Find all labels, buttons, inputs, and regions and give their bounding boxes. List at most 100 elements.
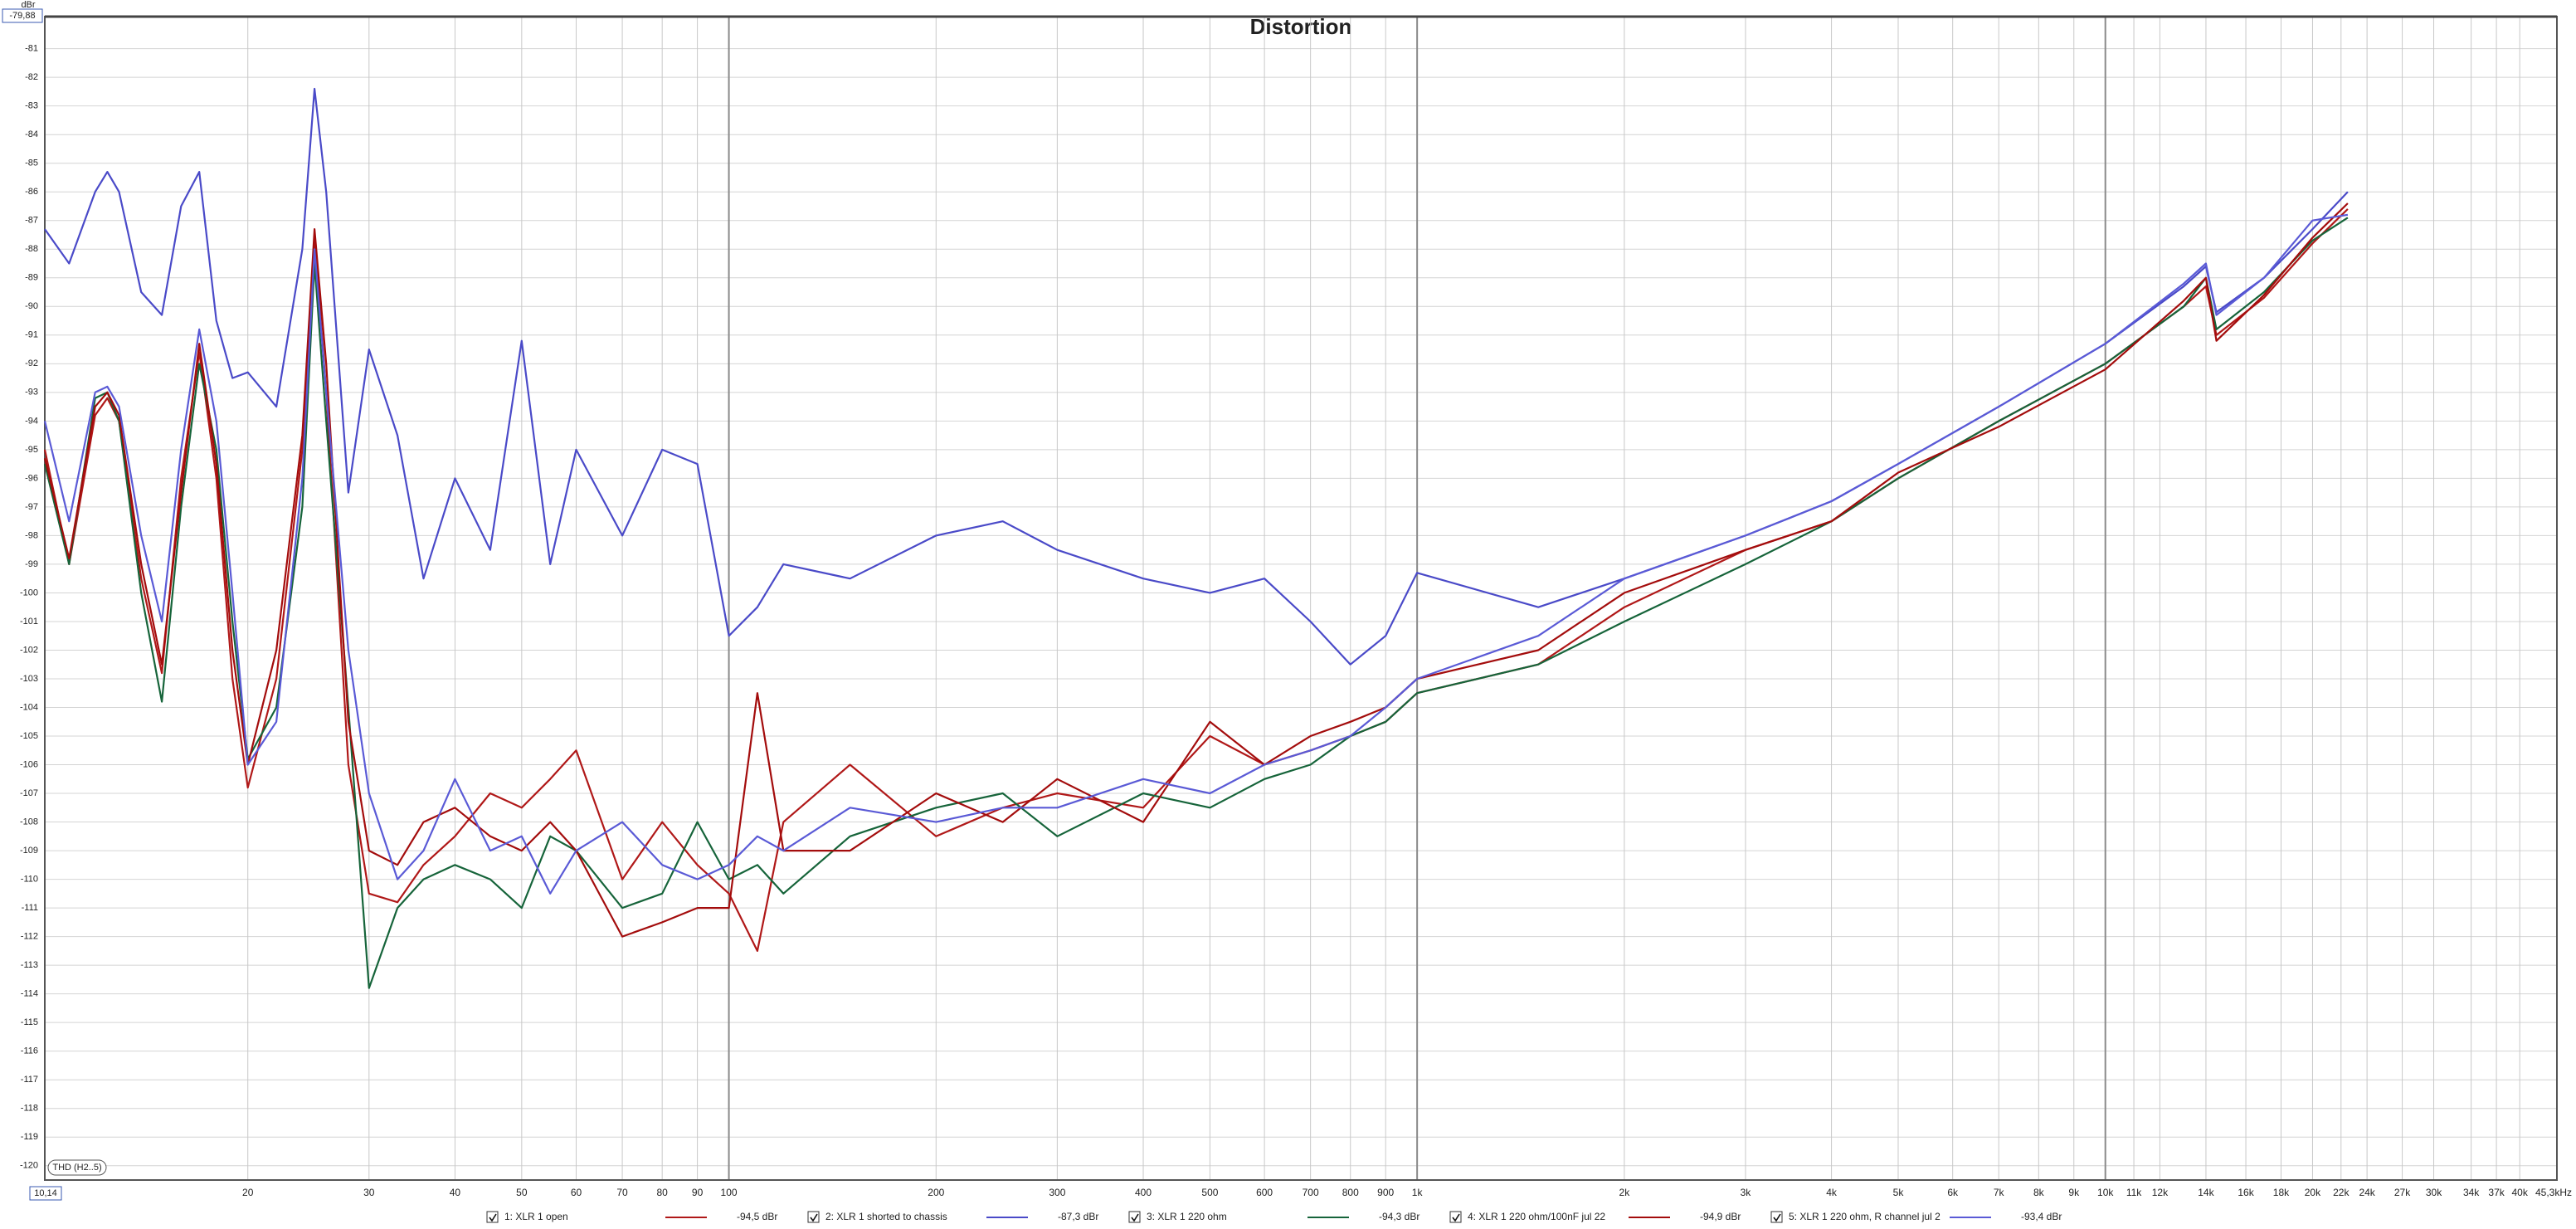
y-tick-label: -105 <box>20 731 38 741</box>
checkmark <box>1452 1213 1460 1222</box>
legend-label: 5: XLR 1 220 ohm, R channel jul 2 <box>1789 1211 1941 1222</box>
x-tick-label: 24k <box>2359 1187 2375 1198</box>
y-tick-label: -108 <box>20 817 38 827</box>
x-tick-label: 100 <box>721 1187 738 1198</box>
legend-label: 1: XLR 1 open <box>504 1211 568 1222</box>
x-tick-label: 30 <box>363 1187 375 1198</box>
y-tick-label: -104 <box>20 702 38 712</box>
x-tick-label: 34k <box>2463 1187 2480 1198</box>
legend-item: 5: XLR 1 220 ohm, R channel jul 2 -93,4 d… <box>1770 1211 2062 1223</box>
y-tick-label: -90 <box>25 301 38 311</box>
y-tick-label: -114 <box>21 989 38 999</box>
legend-checkbox[interactable] <box>807 1211 820 1223</box>
y-tick-label: -91 <box>25 330 38 340</box>
x-tick-label: 8k <box>2033 1187 2045 1198</box>
x-tick-label: 45,3kHz <box>2535 1187 2572 1198</box>
y-tick-label: -82 <box>25 72 38 82</box>
x-tick-label: 200 <box>928 1187 944 1198</box>
checkmark <box>810 1213 818 1222</box>
legend-checkbox[interactable] <box>1449 1211 1462 1223</box>
x-tick-label: 30k <box>2426 1187 2442 1198</box>
x-tick-label: 12k <box>2152 1187 2169 1198</box>
y-tick-label: -112 <box>21 932 38 942</box>
chart-title: Distortion <box>1250 14 1352 39</box>
y-tick-label: -94 <box>25 416 38 426</box>
y-tick-label: -87 <box>25 216 38 226</box>
legend-item: 4: XLR 1 220 ohm/100nF jul 22 -94,9 dBr <box>1449 1211 1741 1223</box>
y-tick-label: -98 <box>25 530 38 540</box>
x-tick-label: 22k <box>2333 1187 2350 1198</box>
x-tick-label: 18k <box>2273 1187 2290 1198</box>
x-tick-label: 900 <box>1377 1187 1394 1198</box>
x-tick-label: 27k <box>2394 1187 2411 1198</box>
x-tick-label: 16k <box>2238 1187 2254 1198</box>
y-tick-label: -83 <box>25 101 38 111</box>
y-limit-box <box>2 8 43 23</box>
y-tick-label: -118 <box>21 1104 38 1114</box>
x-tick-label: 500 <box>1201 1187 1218 1198</box>
x-tick-label: 2k <box>1619 1187 1631 1198</box>
y-tick-label: -100 <box>20 588 38 597</box>
legend-checkbox[interactable] <box>1770 1211 1783 1223</box>
checkmark <box>1773 1213 1781 1222</box>
x-limit-box <box>29 1186 62 1201</box>
x-tick-label: 9k <box>2068 1187 2080 1198</box>
y-tick-label: -107 <box>20 788 38 798</box>
x-tick-label: 400 <box>1135 1187 1152 1198</box>
y-tick-label: -115 <box>21 1017 38 1027</box>
annotation: THD (H2..5) <box>52 1163 101 1173</box>
x-tick-label: 300 <box>1049 1187 1065 1198</box>
y-tick-label: -85 <box>25 159 38 168</box>
y-tick-label: -97 <box>25 502 38 512</box>
x-tick-label: 6k <box>1947 1187 1959 1198</box>
x-tick-label: 20 <box>242 1187 254 1198</box>
checkmark <box>1131 1213 1139 1222</box>
y-tick-label: -109 <box>20 846 38 856</box>
y-tick-label: -96 <box>25 473 38 483</box>
y-tick-label: -111 <box>22 903 38 913</box>
x-tick-label: 5k <box>1893 1187 1905 1198</box>
x-tick-label: 10,14 <box>34 1188 57 1198</box>
y-tick-label: -119 <box>21 1132 38 1142</box>
y-tick-label: -86 <box>25 187 38 197</box>
legend-item: 2: XLR 1 shorted to chassis -87,3 dBr <box>807 1211 1098 1223</box>
y-unit: dBr <box>21 0 35 10</box>
x-tick-label: 60 <box>571 1187 582 1198</box>
x-tick-label: 7k <box>1994 1187 2005 1198</box>
x-tick-label: 10k <box>2097 1187 2114 1198</box>
x-tick-label: 20k <box>2305 1187 2321 1198</box>
legend-label: 4: XLR 1 220 ohm/100nF jul 22 <box>1468 1211 1605 1222</box>
legend-checkbox[interactable] <box>486 1211 499 1223</box>
legend-label: 2: XLR 1 shorted to chassis <box>825 1211 947 1222</box>
x-tick-label: 800 <box>1342 1187 1359 1198</box>
x-tick-label: 40 <box>450 1187 461 1198</box>
checkmark <box>489 1213 497 1222</box>
legend-label: 3: XLR 1 220 ohm <box>1147 1211 1227 1222</box>
y-tick-label: -103 <box>20 674 38 684</box>
y-tick-label: -84 <box>25 129 38 139</box>
x-tick-label: 1k <box>1412 1187 1424 1198</box>
legend-readout: -87,3 dBr <box>1058 1211 1098 1222</box>
x-tick-label: 80 <box>656 1187 668 1198</box>
grid <box>44 16 2558 1180</box>
legend-readout: -94,3 dBr <box>1379 1211 1419 1222</box>
x-tick-label: 70 <box>616 1187 628 1198</box>
series-line <box>43 213 2349 895</box>
y-tick-label: -79,88 <box>9 11 35 21</box>
legend-item: 1: XLR 1 open -94,5 dBr <box>486 1211 777 1223</box>
x-tick-label: 14k <box>2198 1187 2214 1198</box>
y-tick-label: -120 <box>20 1161 38 1171</box>
legend-readout: -94,5 dBr <box>737 1211 777 1222</box>
x-tick-label: 50 <box>516 1187 528 1198</box>
legend-readout: -93,4 dBr <box>2021 1211 2062 1222</box>
legend-checkbox[interactable] <box>1128 1211 1141 1223</box>
y-tick-label: -95 <box>25 445 38 455</box>
annotation-box <box>47 1159 107 1176</box>
y-tick-label: -99 <box>25 559 38 569</box>
y-tick-label: -102 <box>20 645 38 655</box>
series-line <box>43 202 2349 938</box>
y-tick-label: -117 <box>21 1075 38 1085</box>
legend-readout: -94,9 dBr <box>1700 1211 1741 1222</box>
